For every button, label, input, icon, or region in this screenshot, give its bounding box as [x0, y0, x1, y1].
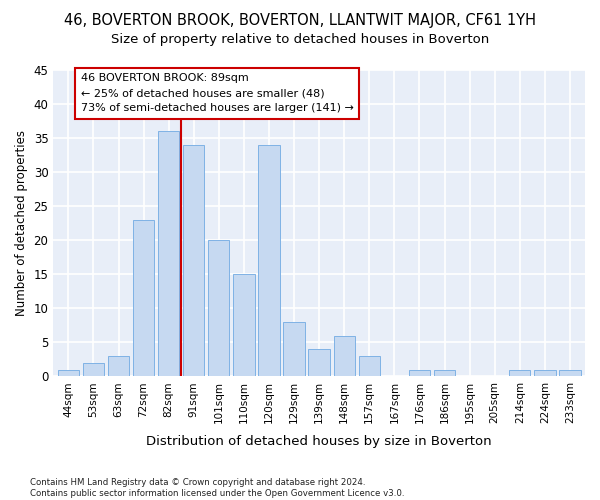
Bar [434, 370, 455, 376]
Bar [108, 356, 129, 376]
Bar [158, 132, 179, 376]
Y-axis label: Number of detached properties: Number of detached properties [15, 130, 28, 316]
Bar [283, 322, 305, 376]
Bar [308, 349, 330, 376]
Bar [58, 370, 79, 376]
Bar [559, 370, 581, 376]
Bar [83, 363, 104, 376]
Bar [334, 336, 355, 376]
Text: Size of property relative to detached houses in Boverton: Size of property relative to detached ho… [111, 32, 489, 46]
Bar [133, 220, 154, 376]
Bar [534, 370, 556, 376]
Bar [183, 145, 205, 376]
Text: 46 BOVERTON BROOK: 89sqm
← 25% of detached houses are smaller (48)
73% of semi-d: 46 BOVERTON BROOK: 89sqm ← 25% of detach… [81, 74, 354, 113]
X-axis label: Distribution of detached houses by size in Boverton: Distribution of detached houses by size … [146, 434, 492, 448]
Bar [409, 370, 430, 376]
Text: Contains HM Land Registry data © Crown copyright and database right 2024.
Contai: Contains HM Land Registry data © Crown c… [30, 478, 404, 498]
Bar [359, 356, 380, 376]
Bar [259, 145, 280, 376]
Text: 46, BOVERTON BROOK, BOVERTON, LLANTWIT MAJOR, CF61 1YH: 46, BOVERTON BROOK, BOVERTON, LLANTWIT M… [64, 12, 536, 28]
Bar [208, 240, 229, 376]
Bar [233, 274, 254, 376]
Bar [509, 370, 530, 376]
